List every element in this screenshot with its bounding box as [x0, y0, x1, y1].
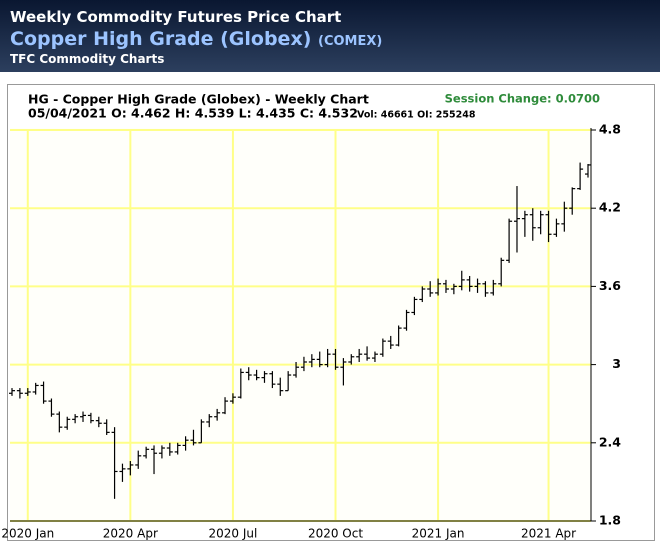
x-tick-label: 2020 Apr: [103, 527, 158, 541]
session-change: Session Change: 0.0700: [445, 92, 600, 106]
exchange: (COMEX): [318, 34, 383, 49]
x-tick-label: 2020 Jan: [1, 527, 54, 541]
last-bar: 05/04/2021 O: 4.462 H: 4.539 L: 4.435 C:…: [28, 106, 358, 121]
header-subtitle: Copper High Grade (Globex) (COMEX): [10, 28, 382, 50]
y-tick-label: 1.8: [599, 513, 621, 528]
y-tick-label: 4.8: [599, 122, 621, 137]
header-title: Weekly Commodity Futures Price Chart: [10, 8, 342, 26]
chart-title: HG - Copper High Grade (Globex) - Weekly…: [28, 92, 369, 107]
y-tick-label: 2.4: [599, 434, 621, 449]
header: Weekly Commodity Futures Price Chart Cop…: [0, 0, 660, 72]
instrument: Copper High Grade (Globex): [10, 28, 312, 50]
x-tick-label: 2020 Oct: [308, 527, 363, 541]
y-tick-label: 4.2: [599, 200, 621, 215]
plot-area: [10, 128, 591, 521]
x-tick-label: 2020 Jul: [209, 527, 258, 541]
y-tick-label: 3.6: [599, 278, 621, 293]
header-source: TFC Commodity Charts: [10, 52, 165, 66]
y-tick-label: 3: [612, 356, 621, 371]
x-tick-label: 2021 Apr: [521, 527, 576, 541]
volume-oi: Vol: 46661 OI: 255248: [357, 110, 476, 121]
x-tick-label: 2021 Jan: [412, 527, 465, 541]
